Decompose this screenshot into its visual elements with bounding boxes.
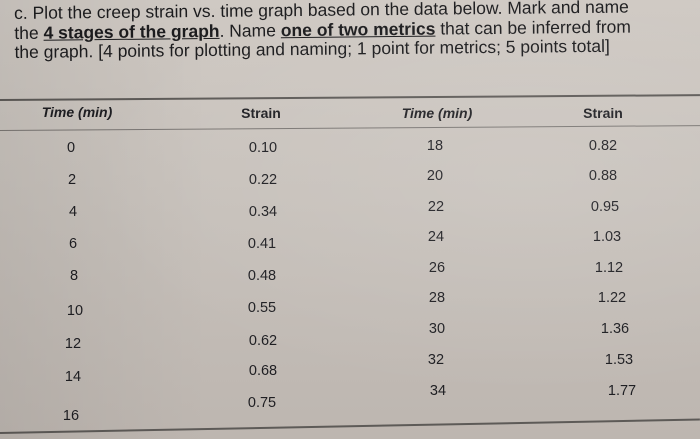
question-line-2-start: the: [14, 22, 44, 43]
cell-time-right: 30: [428, 321, 446, 337]
cell-time-left: 0: [66, 140, 76, 156]
cell-strain-right: 1.22: [597, 290, 627, 306]
cell-time-right: 34: [429, 383, 447, 399]
cell-strain-right: 0.95: [590, 199, 620, 215]
cell-strain-left: 0.62: [248, 333, 278, 349]
header-time-right: Time (min): [401, 105, 473, 121]
cell-time-right: 32: [427, 352, 445, 368]
metrics-underlined-text: one of two metrics: [280, 18, 436, 40]
cell-strain-right: 0.82: [588, 138, 618, 154]
cell-strain-left: 0.55: [247, 300, 277, 316]
cell-strain-right: 1.12: [594, 260, 624, 276]
cell-time-right: 24: [427, 229, 445, 245]
cell-time-left: 16: [62, 408, 80, 424]
cell-strain-left: 0.10: [248, 140, 278, 156]
cell-time-right: 22: [427, 199, 445, 215]
question-line-2-end: that can be inferred from: [435, 16, 632, 39]
table-bottom-rule: [0, 418, 700, 434]
cell-time-left: 4: [68, 204, 78, 220]
header-strain-left: Strain: [241, 105, 281, 121]
cell-strain-left: 0.68: [248, 363, 278, 379]
header-strain-right: Strain: [583, 105, 623, 121]
cell-time-left: 14: [64, 369, 82, 385]
table-top-rule: [0, 94, 700, 101]
cell-strain-left: 0.34: [248, 204, 278, 220]
cell-strain-left: 0.41: [247, 236, 277, 252]
table-header-rule: [0, 125, 700, 131]
header-time-left: Time (min): [41, 104, 113, 120]
cell-strain-right: 1.36: [600, 321, 630, 337]
question-text: c. Plot the creep strain vs. time graph …: [14, 0, 695, 62]
cell-time-right: 20: [426, 168, 444, 184]
cell-time-left: 12: [64, 336, 82, 352]
cell-strain-right: 1.77: [607, 383, 637, 399]
cell-time-left: 10: [66, 303, 84, 319]
cell-time-right: 18: [426, 138, 444, 154]
cell-strain-right: 1.53: [604, 352, 634, 368]
cell-time-left: 6: [68, 236, 78, 252]
stages-underlined-text: 4 stages of the graph: [43, 20, 220, 43]
cell-strain-left: 0.48: [247, 268, 277, 284]
cell-time-right: 26: [428, 260, 446, 276]
cell-strain-right: 1.03: [592, 229, 622, 245]
cell-strain-left: 0.75: [247, 395, 277, 411]
cell-strain-right: 0.88: [588, 168, 618, 184]
cell-time-left: 8: [69, 268, 79, 284]
question-line-2-mid: . Name: [219, 19, 281, 41]
cell-time-left: 2: [67, 172, 77, 188]
cell-strain-left: 0.22: [248, 172, 278, 188]
cell-time-right: 28: [428, 290, 446, 306]
